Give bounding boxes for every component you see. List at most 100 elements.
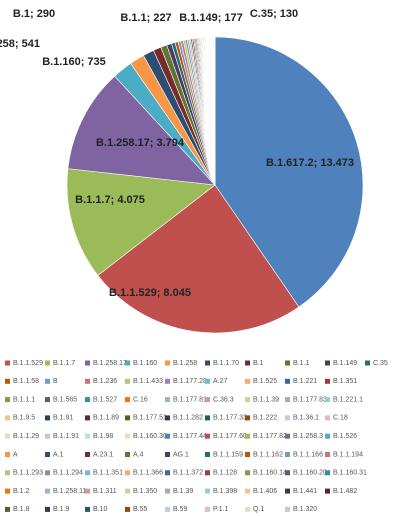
legend-marker xyxy=(245,506,250,512)
legend-label: C.35 xyxy=(373,360,388,367)
legend-label: B.1.1.91 xyxy=(53,433,79,440)
legend-label: B.1.482 xyxy=(333,488,357,495)
legend-marker xyxy=(325,378,330,384)
legend-marker xyxy=(125,452,130,457)
legend-label: B.1.1.366 xyxy=(133,470,163,477)
legend-label: B.1.9 xyxy=(53,506,69,513)
legend-label: B.1.1.294 xyxy=(53,470,83,477)
legend-marker xyxy=(245,488,250,494)
legend-label: B.1.1.372 xyxy=(173,470,203,477)
legend-marker xyxy=(5,397,10,403)
legend-label: B.1.177.44 xyxy=(173,433,207,440)
legend-marker xyxy=(5,470,10,476)
legend-marker xyxy=(325,360,330,366)
legend-marker xyxy=(165,488,170,494)
legend-label: B.1.1.433 xyxy=(133,378,163,385)
legend-marker xyxy=(325,488,330,494)
legend-marker xyxy=(165,470,170,476)
legend-marker xyxy=(45,506,50,512)
legend-marker xyxy=(285,378,290,384)
legend-label: B.1.8 xyxy=(13,506,29,513)
legend-marker xyxy=(245,397,250,403)
legend-label: B.1.149 xyxy=(333,360,357,367)
legend-marker xyxy=(205,415,210,421)
legend-marker xyxy=(5,488,10,494)
legend-label: B.59 xyxy=(173,506,188,513)
legend-marker xyxy=(125,470,130,476)
legend-label: B.1.258.11 xyxy=(53,488,86,495)
legend-label: B.1.1.351 xyxy=(93,470,123,477)
legend-marker xyxy=(125,360,130,366)
legend-marker xyxy=(285,506,290,512)
legend-label: B.1.320 xyxy=(293,506,317,513)
pie-slice xyxy=(214,36,364,308)
legend-marker xyxy=(125,397,130,403)
legend-marker xyxy=(325,452,330,457)
legend-marker xyxy=(245,452,250,457)
legend-marker xyxy=(205,378,210,384)
legend-label: B.1.1.58 xyxy=(13,378,39,385)
legend-label: B.1.177.51 xyxy=(133,415,167,422)
legend-label: B.1.160.31 xyxy=(333,470,367,477)
legend-marker xyxy=(125,415,130,421)
legend-marker xyxy=(165,506,170,512)
legend-label: B.1.1.70 xyxy=(213,360,239,367)
legend-marker xyxy=(45,378,50,384)
legend-marker xyxy=(125,378,130,384)
legend-label: B.1.1.529 xyxy=(13,360,43,367)
legend-label: B.1.177.83 xyxy=(293,396,327,403)
legend-label: B.1.91 xyxy=(53,415,73,422)
legend-marker xyxy=(245,433,250,439)
legend-label: B.1.177.81 xyxy=(173,396,207,403)
legend-marker xyxy=(325,397,330,403)
legend-marker xyxy=(45,452,50,457)
legend-marker xyxy=(285,488,290,494)
legend-label: B.1.1.89 xyxy=(93,415,119,422)
legend-marker xyxy=(165,433,170,439)
legend-label: B.1.1 xyxy=(293,360,309,367)
legend-marker xyxy=(205,397,210,403)
legend-marker xyxy=(125,506,130,512)
data-label: B.1.1.7; 4.075 xyxy=(75,194,145,206)
legend-label: A.23.1 xyxy=(93,451,113,458)
legend-label: B.1.1.166 xyxy=(293,451,323,458)
legend-label: B.1.177.28 xyxy=(173,378,207,385)
legend-marker xyxy=(285,360,290,366)
data-label: B.1.1; 227 xyxy=(120,12,171,24)
legend-label: B.1.1.282 xyxy=(173,415,203,422)
legend-marker xyxy=(245,378,250,384)
pie-slice xyxy=(67,75,216,186)
data-label: B.1.149; 177 xyxy=(179,12,243,24)
legend-label: C.16 xyxy=(133,396,148,403)
legend-label: B.1.128 xyxy=(213,470,237,477)
legend-label: B.55 xyxy=(133,506,148,513)
legend-label: B.1.311 xyxy=(93,488,117,495)
legend-label: AG.1 xyxy=(173,451,189,458)
legend-marker xyxy=(45,360,50,366)
legend-marker xyxy=(205,470,210,476)
legend-label: B.1.527 xyxy=(93,396,117,403)
legend-label: B.1.526 xyxy=(333,433,357,440)
legend-label: B.1.1.29 xyxy=(13,433,39,440)
legend-label: B.1.1.194 xyxy=(333,451,363,458)
legend-label: C.18 xyxy=(333,415,348,422)
legend-label: B.1.160.30 xyxy=(133,433,167,440)
legend-marker xyxy=(5,433,10,439)
legend-label: B.1 xyxy=(253,360,264,367)
legend-label: B.1.258 xyxy=(173,360,197,367)
legend-label: A.1 xyxy=(53,451,64,458)
legend-label: B.1.2 xyxy=(13,488,29,495)
legend-marker xyxy=(45,470,50,476)
legend-marker xyxy=(85,378,90,384)
legend-marker xyxy=(45,488,50,494)
data-label: B.1.1.529; 8.045 xyxy=(109,287,191,299)
legend-marker xyxy=(45,433,50,439)
legend-marker xyxy=(165,360,170,366)
legend-marker xyxy=(85,433,90,439)
legend-marker xyxy=(85,397,90,403)
legend-marker xyxy=(85,470,90,476)
legend-label: B.1.222 xyxy=(253,415,277,422)
legend-marker xyxy=(5,452,10,457)
data-label: B.1.258; 541 xyxy=(0,38,40,50)
